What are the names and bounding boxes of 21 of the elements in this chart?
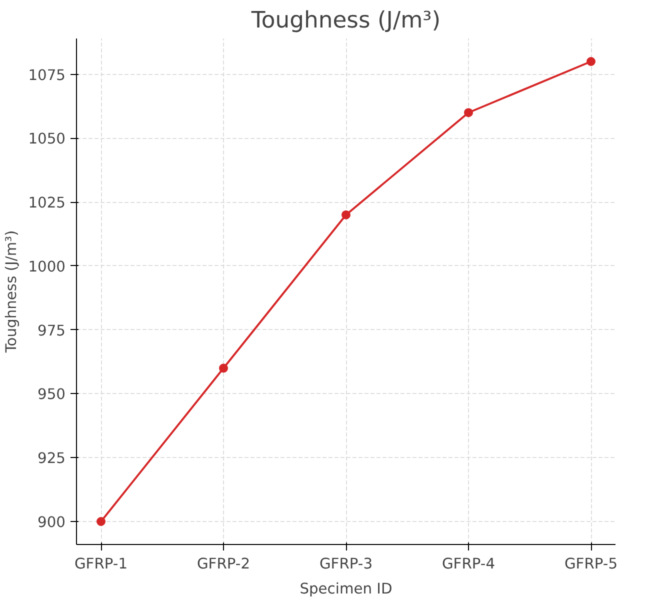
point: [96, 517, 106, 526]
y-tick-label: 975: [38, 322, 66, 340]
point: [464, 108, 473, 118]
x-tick-label: GFRP-5: [564, 556, 618, 572]
x-tick-label: GFRP-2: [196, 556, 250, 572]
y-tick-label: 900: [38, 514, 66, 531]
chart-title: Toughness (J/m³): [250, 8, 441, 34]
x-tick-label: GFRP-4: [442, 556, 496, 572]
y-tick-label: 925: [38, 450, 66, 468]
point: [219, 364, 228, 373]
y-tick-label: 950: [38, 386, 66, 404]
y-tick-label: 1050: [28, 130, 66, 148]
y-axis-title: Toughness (J/m³): [3, 230, 20, 354]
point: [586, 57, 596, 66]
y-tick-label: 1025: [28, 194, 66, 212]
y-tick-label: 1000: [28, 258, 66, 276]
y-tick-label: 1075: [28, 66, 66, 84]
x-tick-label: GFRP-3: [319, 556, 373, 572]
point: [342, 210, 350, 220]
x-axis-title: Specimen ID: [300, 580, 392, 598]
x-tick-label: GFRP-1: [74, 556, 128, 572]
